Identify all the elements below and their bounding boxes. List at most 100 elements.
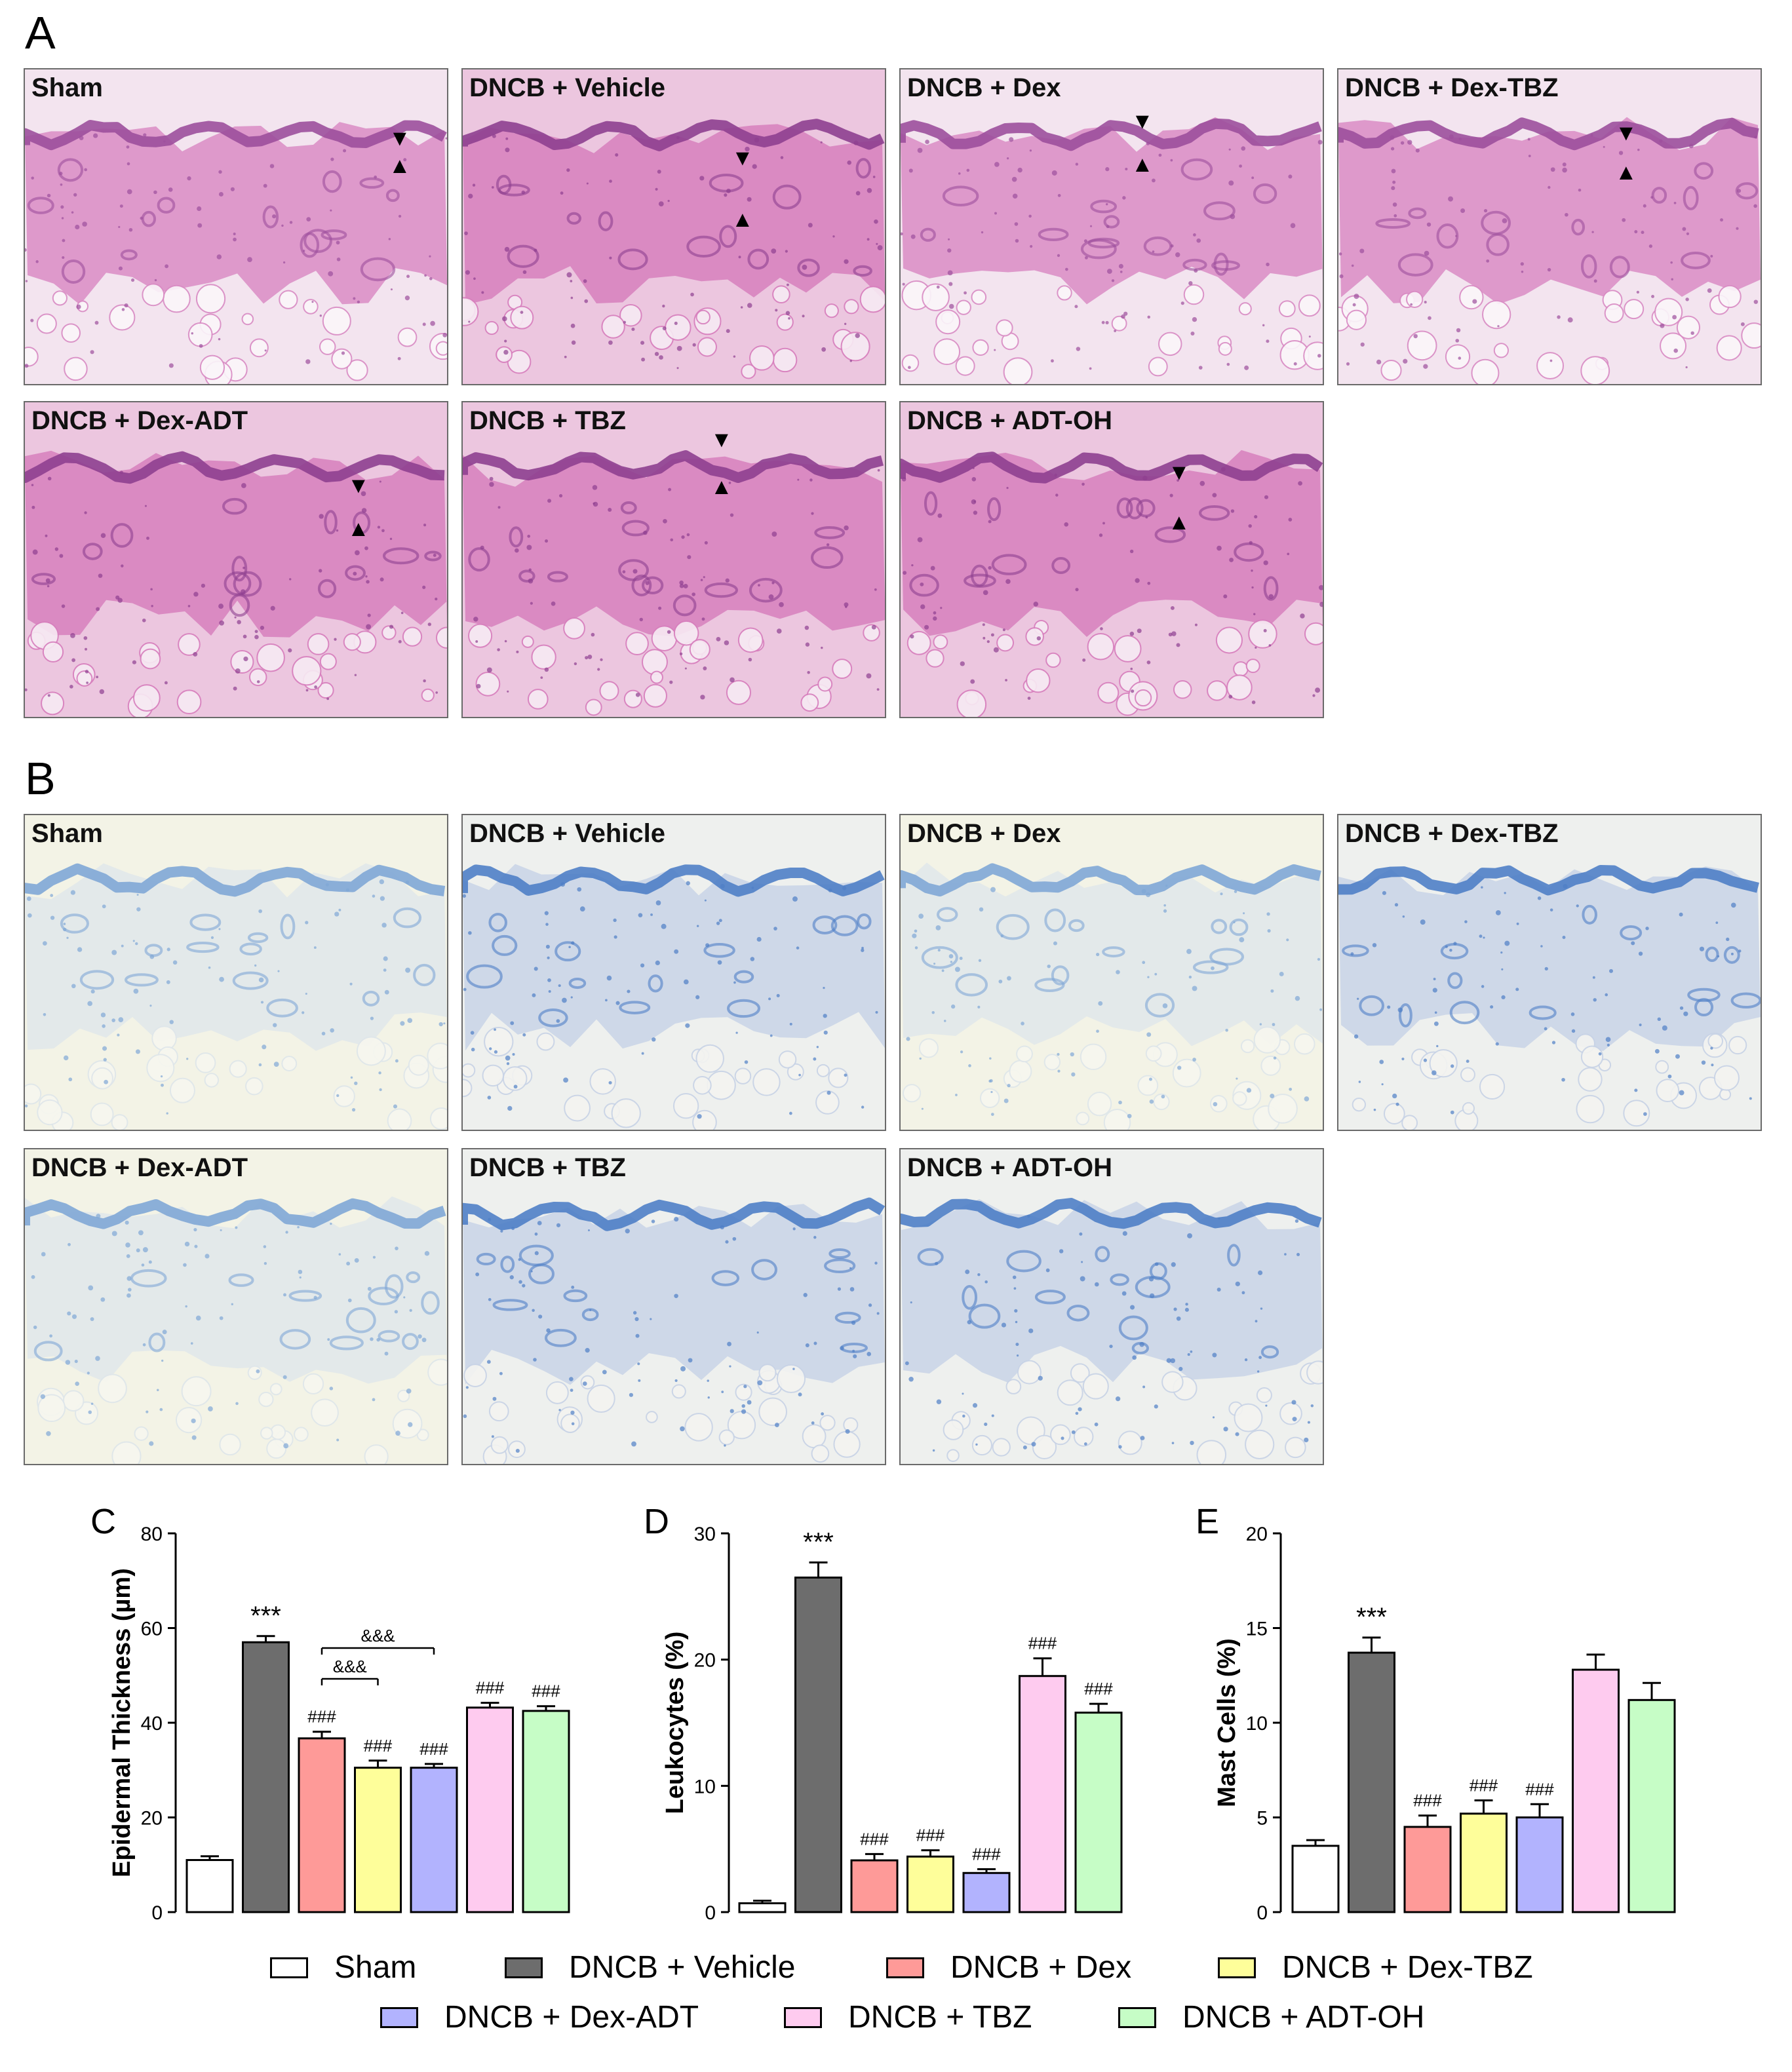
panel-letter-a: A xyxy=(25,7,56,58)
bar xyxy=(1403,1826,1452,1913)
bar-chart-svg: C 0 20 40 60 80 Epidermal Thickness (µm) *** ###… xyxy=(90,1502,570,1924)
y-tick-label: 80 xyxy=(141,1524,163,1545)
tissue-image xyxy=(463,815,885,1130)
tb-micrograph: DNCB + Dex-ADT xyxy=(24,1148,448,1465)
tissue-image xyxy=(25,69,447,384)
legend-swatch xyxy=(1218,1957,1256,1978)
arrowhead-up-icon: ▲ xyxy=(1168,510,1190,535)
tissue-image xyxy=(901,1149,1323,1464)
y-tick-label: 0 xyxy=(151,1902,163,1924)
arrowhead-down-icon: ▼ xyxy=(1615,121,1637,145)
significance-label: ### xyxy=(1470,1775,1498,1795)
significance-label: ### xyxy=(860,1829,889,1849)
bar xyxy=(1348,1651,1395,1913)
he-micrograph: DNCB + TBZ ▼ ▲ xyxy=(461,401,886,718)
legend-label: DNCB + ADT-OH xyxy=(1182,2000,1425,2035)
tissue-image xyxy=(463,402,885,717)
legend-label: DNCB + Dex-TBZ xyxy=(1282,1950,1533,1985)
tissue-image xyxy=(463,1149,885,1464)
significance-label: *** xyxy=(803,1527,834,1556)
micrograph-label: DNCB + Vehicle xyxy=(469,73,666,102)
tissue-image xyxy=(25,815,447,1130)
y-tick-label: 20 xyxy=(694,1650,716,1672)
y-tick-label: 20 xyxy=(1246,1524,1268,1545)
y-tick-label: 10 xyxy=(1246,1713,1268,1735)
significance-label: ### xyxy=(1028,1634,1057,1653)
bar xyxy=(185,1859,234,1913)
y-tick-label: 0 xyxy=(1256,1902,1268,1924)
tissue-image xyxy=(25,1149,447,1464)
significance-label: ### xyxy=(307,1707,336,1727)
arrowhead-down-icon: ▼ xyxy=(731,145,754,170)
legend-swatch xyxy=(380,2006,418,2028)
bar xyxy=(1074,1712,1123,1913)
y-tick-label: 40 xyxy=(141,1713,163,1735)
bar xyxy=(962,1871,1011,1913)
comparison-label: &&& xyxy=(360,1626,395,1645)
comparison-label: &&& xyxy=(333,1657,367,1676)
legend-item: DNCB + TBZ xyxy=(784,1999,1032,2035)
significance-label: ### xyxy=(1084,1679,1113,1698)
legend-label: DNCB + TBZ xyxy=(848,2000,1032,2035)
legend-label: DNCB + Dex-ADT xyxy=(444,2000,699,2035)
bar xyxy=(410,1767,458,1913)
micrograph-label: DNCB + Dex xyxy=(907,819,1061,848)
significance-label: ### xyxy=(916,1826,945,1845)
legend-swatch xyxy=(784,2006,822,2028)
chart-panel-letter: C xyxy=(90,1502,116,1541)
bar xyxy=(1291,1845,1340,1913)
significance-label: ### xyxy=(532,1681,560,1701)
bar xyxy=(850,1859,899,1913)
legend-label: DNCB + Vehicle xyxy=(569,1950,796,1985)
legend-item: DNCB + Vehicle xyxy=(505,1949,796,1986)
arrowhead-up-icon: ▲ xyxy=(347,516,370,541)
bar xyxy=(1572,1668,1620,1913)
micrograph-label: DNCB + Dex-TBZ xyxy=(1345,819,1559,848)
significance-label: *** xyxy=(1356,1603,1387,1632)
legend-label: DNCB + Dex xyxy=(950,1950,1132,1985)
he-micrograph: Sham ▼ ▲ xyxy=(24,68,448,385)
y-tick-label: 30 xyxy=(694,1524,716,1545)
legend-swatch xyxy=(505,1957,543,1978)
tissue-image xyxy=(901,402,1323,717)
significance-label: ### xyxy=(419,1739,448,1759)
micrograph-label: Sham xyxy=(31,819,103,848)
significance-label: ### xyxy=(1413,1791,1442,1811)
tb-micrograph: DNCB + Vehicle xyxy=(461,814,886,1131)
arrowhead-down-icon: ▼ xyxy=(389,126,411,151)
tb-micrograph: Sham xyxy=(24,814,448,1131)
he-micrograph: DNCB + Dex-ADT ▼ ▲ xyxy=(24,401,448,718)
bar-chart-svg: E 0 5 10 15 20 Mast Cells (%) *** ### ### ### xyxy=(1196,1502,1676,1924)
micrograph-label: DNCB + ADT-OH xyxy=(907,1153,1112,1182)
arrowhead-up-icon: ▲ xyxy=(389,153,411,178)
tissue-image xyxy=(1338,69,1761,384)
arrowhead-up-icon: ▲ xyxy=(731,207,754,232)
y-tick-label: 15 xyxy=(1246,1619,1268,1640)
legend-swatch xyxy=(886,1957,924,1978)
significance-label: ### xyxy=(476,1678,505,1698)
significance-label: ### xyxy=(972,1844,1001,1864)
legend-item: DNCB + Dex xyxy=(886,1949,1131,1986)
micrograph-label: DNCB + Dex xyxy=(907,73,1061,102)
he-micrograph: DNCB + ADT-OH ▼ ▲ xyxy=(899,401,1324,718)
he-micrograph: DNCB + Dex-TBZ ▼ ▲ xyxy=(1337,68,1762,385)
y-tick-label: 5 xyxy=(1256,1808,1268,1830)
arrowhead-up-icon: ▲ xyxy=(1615,160,1637,185)
tissue-image xyxy=(25,402,447,717)
tissue-image xyxy=(463,69,885,384)
arrowhead-down-icon: ▼ xyxy=(347,473,370,498)
micrograph-label: DNCB + TBZ xyxy=(469,406,626,435)
legend-swatch xyxy=(1118,2006,1156,2028)
tb-micrograph: DNCB + ADT-OH xyxy=(899,1148,1324,1465)
bar xyxy=(1515,1816,1564,1913)
y-axis-label: Mast Cells (%) xyxy=(1213,1638,1241,1807)
arrowhead-up-icon: ▲ xyxy=(1131,152,1154,177)
bar xyxy=(522,1710,570,1913)
arrowhead-down-icon: ▼ xyxy=(711,427,733,452)
arrowhead-down-icon: ▼ xyxy=(1131,109,1154,134)
bar xyxy=(794,1576,842,1913)
chart-panel-letter: E xyxy=(1196,1502,1219,1541)
micrograph-label: DNCB + Dex-TBZ xyxy=(1345,73,1559,102)
tissue-image xyxy=(901,815,1323,1130)
legend-item: Sham xyxy=(270,1949,416,1986)
